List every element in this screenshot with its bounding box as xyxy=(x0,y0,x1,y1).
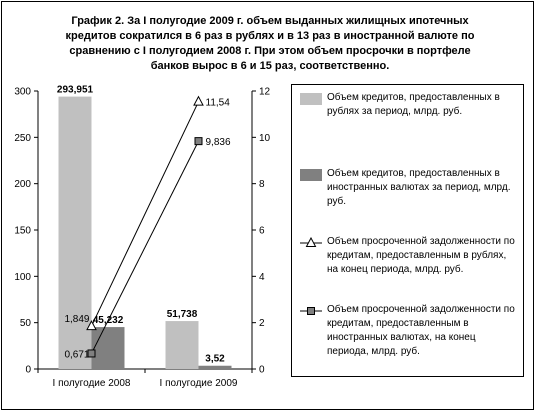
y-tick-label-left: 100 xyxy=(14,272,31,283)
y-tick-label-left: 200 xyxy=(14,179,31,190)
y-tick-label-left: 50 xyxy=(20,318,32,329)
line-data-label: 1,849 xyxy=(64,314,89,325)
bar xyxy=(198,365,232,369)
bar-data-label: 3,52 xyxy=(205,354,225,365)
bar-data-label: 51,738 xyxy=(167,309,198,320)
legend-marker-square xyxy=(300,307,322,315)
chart-bars xyxy=(58,96,232,369)
line-data-label: 0,671 xyxy=(64,349,89,360)
triangle-marker xyxy=(86,320,97,331)
legend-label-fx-loans: Объем кредитов, предоставленных в иностр… xyxy=(327,168,511,207)
chart-data-labels: 293,951 45,232 51,738 3,52 1,849 11,54 0,671 9,… xyxy=(57,85,231,365)
y-tick-label-right: 0 xyxy=(259,365,265,376)
y-tick-label-right: 2 xyxy=(259,318,265,329)
series-line xyxy=(91,101,199,327)
y-tick-label-right: 4 xyxy=(259,272,265,283)
y-tick-label-right: 10 xyxy=(259,133,271,144)
chart-axes: 0 50 100 150 200 250 300 0 2 4 6 8 10 12 I полугодие 2… xyxy=(14,87,270,390)
y-tick-label-left: 150 xyxy=(14,226,31,237)
legend-swatch-rub-loans xyxy=(300,93,322,105)
square-marker xyxy=(194,137,203,146)
x-tick-label: I полугодие 2009 xyxy=(160,378,238,389)
series-line xyxy=(91,140,199,354)
chart-title: График 2. За I полугодие 2009 г. объем в… xyxy=(65,15,475,72)
y-tick-label-left: 300 xyxy=(14,87,31,98)
line-data-label: 11,54 xyxy=(206,98,231,109)
legend-triangle xyxy=(305,237,317,247)
legend-swatch-fx-loans xyxy=(300,169,322,181)
triangle-marker xyxy=(193,95,204,106)
square-marker xyxy=(87,349,96,358)
y-tick-label-left: 250 xyxy=(14,133,31,144)
legend-label-fx-overdue: Объем просроченной задолженности по кред… xyxy=(327,304,515,357)
bar-data-label: 45,232 xyxy=(93,315,124,326)
line-data-label: 9,836 xyxy=(206,137,231,148)
legend-label-rub-overdue: Объем просроченной задолженности по кред… xyxy=(327,236,515,275)
bar xyxy=(58,96,92,369)
chart-legend: Объем кредитов, предоставленных в рублях… xyxy=(291,84,524,377)
legend-marker-triangle xyxy=(300,237,322,247)
x-tick-label: I полугодие 2008 xyxy=(53,378,131,389)
y-tick-label-right: 8 xyxy=(259,179,265,190)
legend-label-rub-loans: Объем кредитов, предоставленных в рублях… xyxy=(327,92,500,117)
chart-lines xyxy=(86,95,204,358)
y-tick-label-right: 6 xyxy=(259,226,265,237)
legend-square xyxy=(307,307,315,315)
bar xyxy=(91,327,125,369)
y-tick-label-left: 0 xyxy=(25,365,31,376)
bar-data-label: 293,951 xyxy=(57,85,94,96)
y-tick-label-right: 12 xyxy=(259,87,271,98)
bar xyxy=(165,321,199,369)
